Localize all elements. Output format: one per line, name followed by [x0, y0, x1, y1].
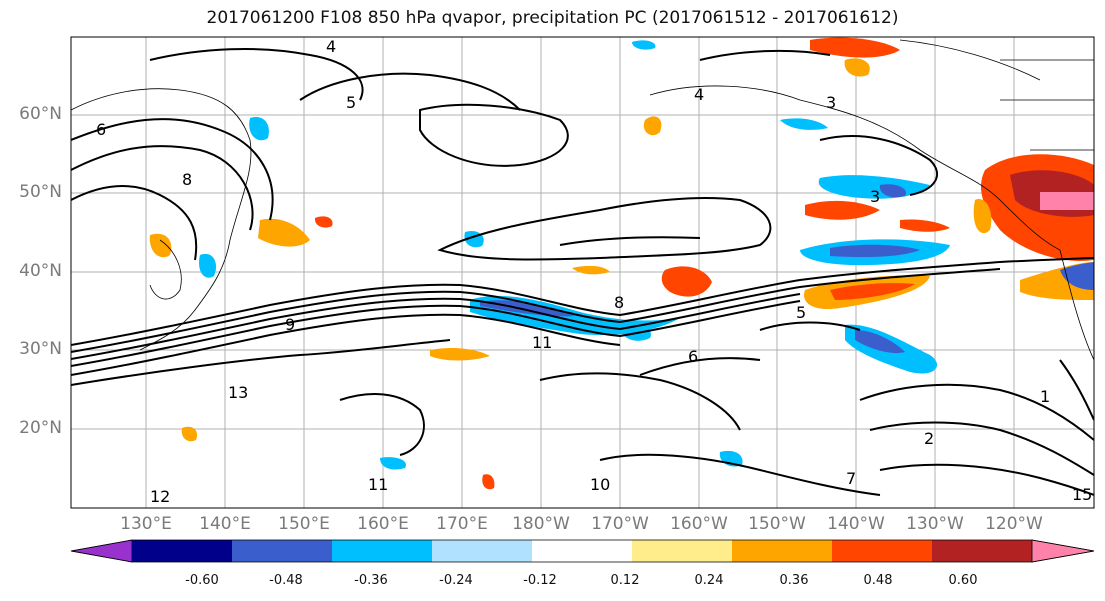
- colorbar-segment: [432, 540, 532, 562]
- colorbar-extend-high: [1031, 539, 1095, 563]
- colorbar-extend-low: [70, 539, 133, 563]
- colorbar-segment: [832, 540, 932, 562]
- lon-label: 180°W: [512, 514, 570, 534]
- lon-label: 160°W: [670, 514, 728, 534]
- lon-label: 120°W: [985, 514, 1043, 534]
- gridlines: [71, 37, 1094, 508]
- precip-fills: [149, 37, 1094, 490]
- colorbar-outline: [70, 539, 1095, 563]
- colorbar-tick-label: -0.24: [439, 573, 473, 588]
- lon-label: 130°W: [906, 514, 964, 534]
- contour-label: 5: [796, 303, 806, 322]
- lon-label: 130°E: [120, 514, 172, 534]
- contour-label: 3: [826, 93, 836, 112]
- contour-label: 11: [532, 333, 552, 352]
- coastlines: [71, 39, 1094, 361]
- lat-label: 60°N: [19, 104, 62, 124]
- contour-label: 6: [688, 347, 698, 366]
- colorbar-tick-label: 0.36: [779, 573, 809, 588]
- colorbar-tick-label: -0.48: [269, 573, 303, 588]
- contour-label: 3: [870, 187, 880, 206]
- colorbar-segment: [732, 540, 832, 562]
- colorbar-tick-label: 0.48: [863, 573, 893, 588]
- colorbar-segment: [332, 540, 432, 562]
- lat-label: 50°N: [19, 182, 62, 202]
- colorbar-segment: [232, 540, 332, 562]
- colorbar-tick-label: -0.12: [523, 573, 557, 588]
- colorbar-tick-label: 0.12: [610, 573, 640, 588]
- contour-label: 2: [924, 429, 934, 448]
- lon-label: 150°W: [748, 514, 806, 534]
- contour-label: 8: [614, 293, 624, 312]
- colorbar-segment: [632, 540, 732, 562]
- lon-label: 170°E: [436, 514, 488, 534]
- contour-label: 5: [346, 93, 356, 112]
- contour-labels: 4 5 6 8 3 9 11 13 10 12 7 2 1 15 3 6 5 4…: [96, 37, 1092, 506]
- lat-label: 20°N: [19, 418, 62, 438]
- lon-label: 160°E: [357, 514, 409, 534]
- colorbar-tick-label: 0.60: [948, 573, 978, 588]
- contour-label: 6: [96, 120, 106, 139]
- contour-label: 13: [228, 383, 248, 402]
- contour-label: 10: [590, 475, 610, 494]
- colorbar-segment: [132, 540, 232, 562]
- colorbar-tick-label: -0.60: [185, 573, 219, 588]
- map-frame: [70, 36, 1095, 509]
- lon-label: 170°W: [591, 514, 649, 534]
- lat-label: 40°N: [19, 261, 62, 281]
- contour-label: 4: [326, 37, 336, 56]
- colorbar-segment: [532, 540, 632, 562]
- qvapor-contours: [71, 48, 1094, 496]
- colorbar: [70, 539, 1095, 563]
- contour-label: 1: [1040, 387, 1050, 406]
- colorbar-segment: [932, 540, 1032, 562]
- contour-label: 12: [150, 487, 170, 506]
- map-title: 2017061200 F108 850 hPa qvapor, precipit…: [206, 8, 899, 28]
- colorbar-tick-label: -0.36: [354, 573, 388, 588]
- lon-label: 140°W: [827, 514, 885, 534]
- map-plot: [71, 37, 1094, 508]
- contour-label: 7: [846, 469, 856, 488]
- lat-label: 30°N: [19, 339, 62, 359]
- lon-label: 150°E: [278, 514, 330, 534]
- contour-label: 11: [368, 475, 388, 494]
- colorbar-tick-label: 0.24: [694, 573, 724, 588]
- contour-label: 15: [1072, 485, 1092, 504]
- contour-label: 9: [285, 315, 295, 334]
- contour-label: 4: [694, 85, 704, 104]
- contour-label: 8: [182, 170, 192, 189]
- lon-label: 140°E: [199, 514, 251, 534]
